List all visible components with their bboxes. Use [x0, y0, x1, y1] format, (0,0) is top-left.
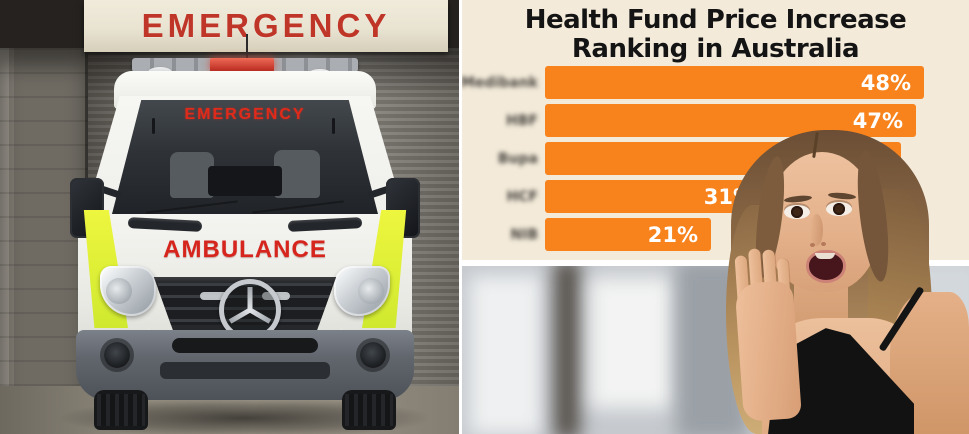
headlight-left-lens: [106, 278, 132, 304]
chart-title-line2: Ranking in Australia: [571, 33, 860, 64]
bar-value-label: 21%: [647, 222, 698, 247]
emergency-sign: EMERGENCY: [84, 0, 448, 52]
emergency-sign-text: EMERGENCY: [141, 7, 391, 44]
bar-hbf: 47%: [545, 104, 916, 137]
blurred-background-shape: [554, 266, 580, 434]
dashboard: [208, 166, 282, 196]
fog-light-right: [360, 342, 386, 368]
blurred-background-shape: [676, 266, 748, 434]
bar-value-label: 47%: [852, 108, 903, 133]
category-label-blurred: HCF: [506, 188, 538, 205]
bar-row: Medibank 48%: [462, 66, 969, 99]
bar-row: NIB 21%: [462, 218, 969, 251]
bar-value-label: 31%: [703, 184, 754, 209]
bar-medibank: 48%: [545, 66, 924, 99]
hood-text: AMBULANCE: [163, 236, 327, 263]
chart-title-line1: Health Fund Price Increase: [524, 5, 907, 35]
bar-bupa: 45%: [545, 142, 901, 175]
handle-right: [332, 118, 335, 134]
bumper-intake-upper: [172, 338, 318, 353]
van-windshield: [112, 100, 378, 214]
bar-row: HCF 31%: [462, 180, 969, 213]
category-label-blurred: NIB: [510, 226, 538, 243]
chart-title: Health Fund Price Increase Ranking in Au…: [462, 6, 969, 63]
bar-nib: 21%: [545, 218, 711, 251]
driver-seat: [170, 152, 214, 198]
van-lightbar-red-module: [210, 58, 274, 72]
bar-hcf: 31%: [545, 180, 790, 213]
bumper-intake-lower: [160, 362, 330, 379]
category-label-blurred: Bupa: [497, 150, 538, 167]
blurred-background-shape: [590, 278, 674, 408]
bar-value-label: 45%: [837, 146, 888, 171]
handle-left: [152, 118, 155, 134]
ambulance-photo-panel: EMERGENCY EMERGENCY AMBULANCE: [0, 0, 459, 434]
category-label-blurred: Medibank: [462, 74, 538, 91]
tire-left: [94, 390, 148, 430]
grille-reflection-left: [200, 292, 228, 300]
bar-row: HBF 47%: [462, 104, 969, 137]
tire-right: [342, 390, 396, 430]
blurred-background-shape: [470, 276, 542, 434]
fog-light-left: [104, 342, 130, 368]
chart-panel: Health Fund Price Increase Ranking in Au…: [462, 0, 969, 260]
shocked-woman-photo-background: [462, 266, 969, 434]
blurred-background-shape: [762, 266, 969, 434]
bar-row: Bupa 45%: [462, 142, 969, 175]
headlight-right-lens: [358, 278, 384, 304]
windshield-text: EMERGENCY: [184, 106, 306, 123]
headlight-left: [100, 266, 156, 316]
category-label-blurred: HBF: [506, 112, 538, 129]
right-panel: Health Fund Price Increase Ranking in Au…: [462, 0, 969, 434]
bar-value-label: 48%: [860, 70, 911, 95]
